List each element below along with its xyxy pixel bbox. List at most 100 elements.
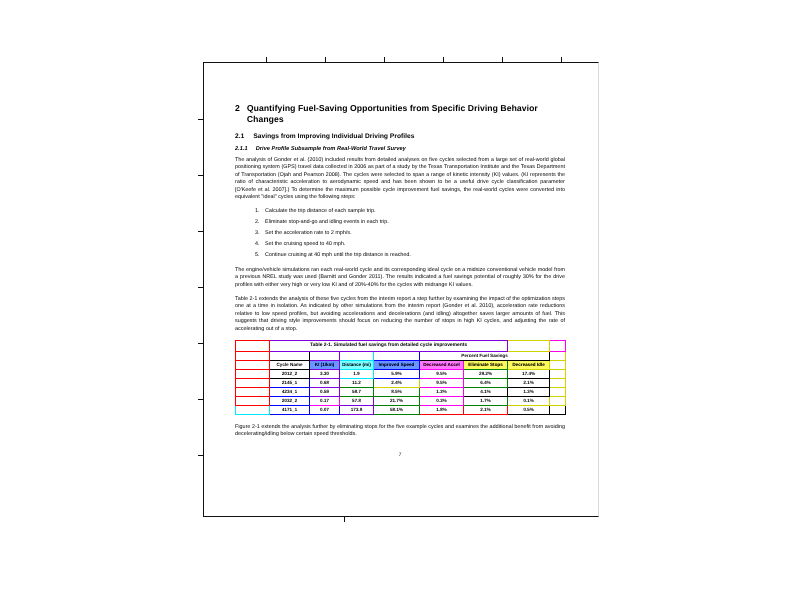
subsubsection-title: Drive Profile Subsample from Real-World … [255, 146, 406, 152]
table-row: 2145_1 0.68 11.2 2.4% 9.5% 6.4% 2.1% [235, 378, 567, 389]
group-spacer [309, 351, 340, 362]
table-row: 2032_2 0.17 57.8 21.7% 0.3% 1.7% 0.1% [235, 396, 567, 407]
cell-improved-speed: 8.5% [373, 387, 420, 398]
caption-spacer [549, 340, 567, 353]
cell-eliminate-stops: 4.1% [462, 387, 509, 398]
table-group-header: Percent Fuel Savings [418, 351, 551, 362]
section-number: 2 [235, 103, 240, 113]
cell-improved-speed: 2.4% [373, 378, 420, 389]
scanned-page: 2 Quantifying Fuel-Saving Opportunities … [198, 57, 599, 522]
cell-decreased-idle: 1.3% [507, 387, 551, 398]
subsection-heading: 2.1 Savings from Improving Individual Dr… [235, 133, 565, 140]
cell-ki: 0.07 [309, 405, 340, 416]
cell-distance: 11.2 [339, 378, 374, 389]
list-item: Calculate the trip distance of each samp… [261, 208, 565, 215]
list-item: Continue cruising at 40 mph until the tr… [261, 252, 565, 259]
header-spacer [549, 360, 567, 371]
ruler-tick-left [198, 231, 203, 232]
column-header-decreased-idle: Decreased Idle [507, 360, 551, 371]
column-header-eliminate-stops: Eliminate Stops [462, 360, 509, 371]
column-header-ki: KI (1/km) [309, 360, 340, 371]
row-spacer [549, 378, 567, 389]
body-paragraph: The analysis of Gonder et al. (2010) inc… [235, 157, 565, 201]
column-header-improved-speed: Improved Speed [373, 360, 420, 371]
ruler-tick-top [561, 57, 562, 62]
subsubsection-heading: 2.1.1 Drive Profile Subsample from Real-… [235, 146, 565, 152]
table-row: 2012_2 3.30 1.9 5.9% 9.5% 29.2% 17.4% [235, 369, 567, 380]
subsubsection-number: 2.1.1 [235, 146, 248, 152]
row-spacer [235, 387, 270, 398]
ruler-tick-top [384, 57, 385, 62]
row-spacer [235, 369, 270, 380]
ruler-tick-left [198, 343, 203, 344]
cell-eliminate-stops: 29.2% [462, 369, 509, 380]
fuel-savings-table-wrapper: Table 2-1. Simulated fuel savings from d… [235, 340, 567, 416]
cell-improved-speed: 58.1% [373, 405, 420, 416]
body-paragraph: The engine/vehicle simulations ran each … [235, 266, 565, 288]
ruler-tick-top [443, 57, 444, 62]
table-row: 4171_1 0.07 173.9 58.1% 1.8% 2.1% 0.5% [235, 405, 567, 416]
cell-ki: 0.17 [309, 396, 340, 407]
table-row-caption: Table 2-1. Simulated fuel savings from d… [235, 340, 567, 353]
cell-eliminate-stops: 2.1% [462, 405, 509, 416]
column-header-distance: Distance (mi) [339, 360, 374, 371]
cell-ki: 0.59 [309, 387, 340, 398]
table-row-header: Cycle Name KI (1/km) Distance (mi) Impro… [235, 360, 567, 371]
ruler-tick-bottom [344, 517, 345, 522]
list-item: Set the cruising speed to 40 mph. [261, 241, 565, 248]
group-spacer [373, 351, 420, 362]
ruler-tick-left [198, 287, 203, 288]
cell-distance: 58.7 [339, 387, 374, 398]
page-content: 2 Quantifying Fuel-Saving Opportunities … [235, 103, 567, 458]
row-spacer [549, 387, 567, 398]
list-item: Eliminate stop-and-go and idling events … [261, 219, 565, 226]
cell-cycle-name: 4171_1 [269, 405, 310, 416]
section-title: Quantifying Fuel-Saving Opportunities fr… [246, 103, 538, 124]
row-spacer [549, 405, 567, 416]
body-paragraph: Table 2-1 extends the analysis of these … [235, 296, 565, 332]
cell-distance: 173.9 [339, 405, 374, 416]
row-spacer [235, 396, 270, 407]
cell-ki: 3.30 [309, 369, 340, 380]
cell-cycle-name: 4234_1 [269, 387, 310, 398]
cell-improved-speed: 5.9% [373, 369, 420, 380]
ruler-tick-left [198, 455, 203, 456]
column-header-decreased-accel: Decreased Accel [419, 360, 464, 371]
figure-note: Figure 2-1 extends the analysis further … [235, 424, 565, 438]
cell-decreased-idle: 17.4% [507, 369, 551, 380]
header-spacer [235, 360, 270, 371]
cell-decreased-accel: 0.3% [419, 396, 464, 407]
steps-list: Calculate the trip distance of each samp… [235, 208, 565, 258]
cell-decreased-accel: 9.5% [419, 378, 464, 389]
cell-decreased-idle: 2.1% [507, 378, 551, 389]
ruler-tick-left [198, 399, 203, 400]
column-header-cycle-name: Cycle Name [269, 360, 310, 371]
row-spacer [235, 378, 270, 389]
subsection-number: 2.1 [235, 133, 245, 140]
row-spacer [549, 396, 567, 407]
cell-decreased-idle: 0.1% [507, 396, 551, 407]
cell-improved-speed: 21.7% [373, 396, 420, 407]
cell-cycle-name: 2145_1 [269, 378, 310, 389]
ruler-tick-left [198, 175, 203, 176]
caption-spacer [507, 340, 551, 353]
group-spacer [549, 351, 567, 362]
ruler-tick-top [325, 57, 326, 62]
cell-distance: 1.9 [339, 369, 374, 380]
page-number: 7 [398, 451, 402, 458]
section-heading: 2 Quantifying Fuel-Saving Opportunities … [235, 103, 565, 125]
ruler-tick-top [502, 57, 503, 62]
group-spacer [269, 351, 310, 362]
cell-ki: 0.68 [309, 378, 340, 389]
fuel-savings-table: Table 2-1. Simulated fuel savings from d… [235, 340, 567, 416]
table-row: 4234_1 0.59 58.7 8.5% 1.3% 4.1% 1.3% [235, 387, 567, 398]
list-item: Set the acceleration rate to 2 mph/s. [261, 230, 565, 237]
row-spacer [549, 369, 567, 380]
table-caption: Table 2-1. Simulated fuel savings from d… [268, 340, 509, 353]
row-spacer [235, 405, 270, 416]
group-spacer [339, 351, 374, 362]
ruler-tick-top [266, 57, 267, 62]
cell-cycle-name: 2032_2 [269, 396, 310, 407]
subsection-title: Savings from Improving Individual Drivin… [253, 133, 415, 140]
